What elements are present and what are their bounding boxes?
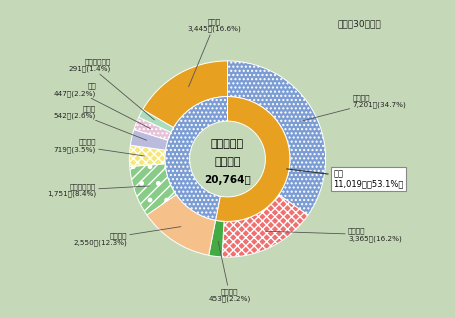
Wedge shape xyxy=(165,97,228,220)
Text: 共同住宅
3,365件(16.2%): 共同住宅 3,365件(16.2%) xyxy=(265,228,402,242)
Text: その他
3,445件(16.6%): その他 3,445件(16.6%) xyxy=(187,18,241,87)
Text: （平成30年中）: （平成30年中） xyxy=(338,20,381,29)
Wedge shape xyxy=(147,195,216,255)
Text: 住宅
11,019件（53.1%）: 住宅 11,019件（53.1%） xyxy=(287,169,404,189)
Wedge shape xyxy=(131,129,168,150)
Text: 建物火災の: 建物火災の xyxy=(211,140,244,149)
Text: 一般住宅
7,201件(34.7%): 一般住宅 7,201件(34.7%) xyxy=(301,94,406,121)
Wedge shape xyxy=(209,220,224,257)
Wedge shape xyxy=(129,145,166,167)
Wedge shape xyxy=(222,195,308,257)
Text: 倉庫
447件(2.2%): 倉庫 447件(2.2%) xyxy=(54,83,150,128)
Text: 飲食店
542件(2.6%): 飲食店 542件(2.6%) xyxy=(54,105,147,140)
Wedge shape xyxy=(139,109,173,132)
Text: 事務所等
719件(3.5%): 事務所等 719件(3.5%) xyxy=(54,139,145,156)
Wedge shape xyxy=(130,164,176,215)
Text: 20,764件: 20,764件 xyxy=(204,175,251,185)
Text: 併用住宅
453件(2.2%): 併用住宅 453件(2.2%) xyxy=(208,241,251,302)
Text: 複合用途
2,550件(12.3%): 複合用途 2,550件(12.3%) xyxy=(73,227,181,246)
Text: 出火件数: 出火件数 xyxy=(214,157,241,167)
Text: 物品販売店舗
291件(1.4%): 物品販売店舗 291件(1.4%) xyxy=(68,58,154,120)
Wedge shape xyxy=(216,97,290,221)
Wedge shape xyxy=(228,61,326,215)
Wedge shape xyxy=(143,61,228,128)
Wedge shape xyxy=(134,117,171,140)
Text: 工場・作業場
1,751件(8.4%): 工場・作業場 1,751件(8.4%) xyxy=(47,183,149,197)
